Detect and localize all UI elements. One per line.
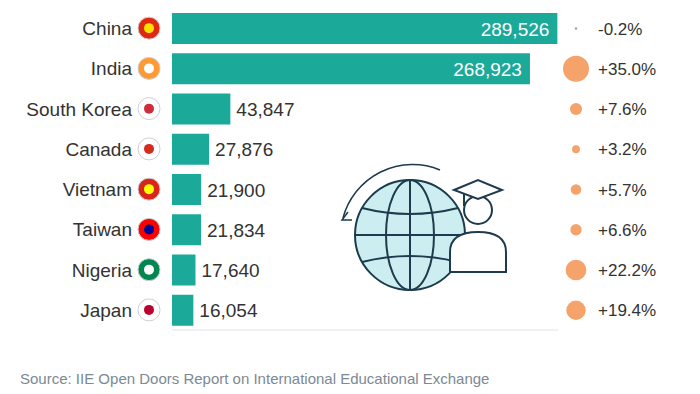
svg-text:-0.2%: -0.2% [598, 20, 642, 39]
svg-text:27,876: 27,876 [215, 139, 273, 160]
svg-text:+19.4%: +19.4% [598, 301, 656, 320]
svg-text:Taiwan: Taiwan [73, 219, 132, 240]
svg-text:43,847: 43,847 [236, 99, 294, 120]
svg-text:Japan: Japan [80, 300, 132, 321]
svg-text:+6.6%: +6.6% [598, 221, 647, 240]
svg-text:Vietnam: Vietnam [63, 179, 132, 200]
svg-text:+35.0%: +35.0% [598, 60, 656, 79]
svg-text:South Korea: South Korea [26, 99, 132, 120]
html-text:Source: IIE Open Doors Report: Source: IIE Open Doors Report on Interna… [20, 370, 490, 387]
svg-text:21,834: 21,834 [207, 220, 266, 241]
svg-text:India: India [91, 58, 133, 79]
svg-text:+7.6%: +7.6% [598, 100, 647, 119]
svg-text:+3.2%: +3.2% [598, 140, 647, 159]
svg-text:China: China [82, 18, 132, 39]
svg-text:21,900: 21,900 [207, 180, 265, 201]
svg-text:268,923: 268,923 [453, 59, 522, 80]
svg-text:17,640: 17,640 [201, 260, 259, 281]
svg-text:Canada: Canada [65, 139, 132, 160]
svg-text:+22.2%: +22.2% [598, 261, 656, 280]
svg-text:289,526: 289,526 [481, 19, 550, 40]
svg-text:+5.7%: +5.7% [598, 181, 647, 200]
svg-text:16,054: 16,054 [199, 300, 258, 321]
svg-text:Nigeria: Nigeria [72, 260, 133, 281]
